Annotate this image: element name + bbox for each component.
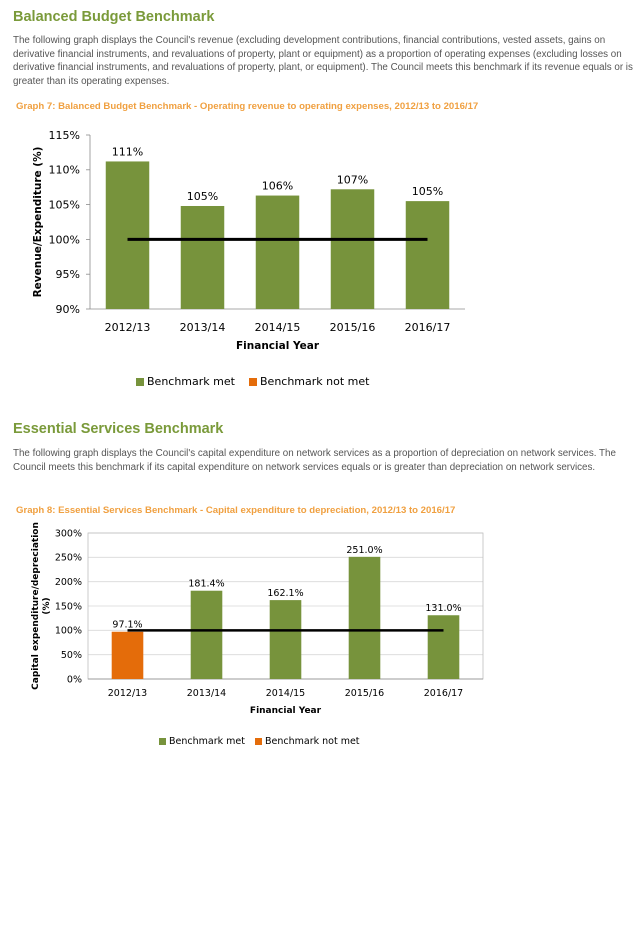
data-label: 162.1% — [267, 588, 303, 599]
bar-2012-13 — [105, 161, 150, 309]
section-title-balanced-budget: Balanced Budget Benchmark — [13, 9, 215, 25]
legend-label: Benchmark not met — [260, 375, 370, 388]
legend-swatch — [255, 738, 262, 745]
data-label: 106% — [262, 180, 293, 193]
y-tick-label: 105% — [49, 198, 80, 211]
data-label: 97.1% — [112, 620, 142, 631]
x-tick-label: 2015/16 — [345, 688, 384, 699]
graph-title-8: Graph 8: Essential Services Benchmark - … — [16, 505, 456, 516]
y-tick-label: 110% — [49, 164, 80, 177]
bar-2016-17 — [405, 201, 450, 309]
y-tick-label: 150% — [55, 601, 82, 612]
y-axis-title: Revenue/Expenditure (%) — [32, 147, 44, 298]
data-label: 111% — [112, 145, 143, 158]
y-tick-label: 100% — [49, 233, 80, 246]
graph-title-7: Graph 7: Balanced Budget Benchmark - Ope… — [16, 101, 479, 112]
x-axis-title: Financial Year — [250, 706, 322, 716]
x-tick-label: 2015/16 — [330, 321, 376, 334]
legend-label: Benchmark met — [147, 375, 236, 388]
x-tick-label: 2016/17 — [405, 321, 451, 334]
bar-2016-17 — [427, 615, 460, 679]
bar-2014-15 — [255, 195, 300, 309]
bar-2015-16 — [348, 556, 381, 679]
y-tick-label: 300% — [55, 528, 82, 539]
chart-essential-services: 0% 50% 100% 150% 200% 250% 300% 2012/13 97.1% 201… — [31, 522, 484, 747]
data-label: 105% — [187, 190, 218, 203]
legend-label: Benchmark met — [169, 736, 245, 747]
y-axis-title: Capital expenditure/depreciation — [31, 522, 41, 690]
legend-swatch — [159, 738, 166, 745]
section-description-essential-services: The following graph displays the Council… — [13, 448, 616, 473]
legend-label: Benchmark not met — [265, 736, 360, 747]
x-tick-label: 2012/13 — [105, 321, 151, 334]
legend-swatch — [249, 378, 257, 386]
y-tick-label: 0% — [67, 674, 82, 685]
section-title-essential-services: Essential Services Benchmark — [13, 421, 224, 437]
x-axis-title: Financial Year — [236, 340, 320, 352]
bar-2014-15 — [269, 600, 302, 679]
x-tick-label: 2012/13 — [108, 688, 147, 699]
y-tick-label: 115% — [49, 129, 80, 142]
data-label: 107% — [337, 173, 368, 186]
chart-balanced-budget: 90% 95% 100% 105% 110% 115% 2012/13 111% 2013/14… — [32, 129, 465, 388]
y-axis-title: (%) — [42, 597, 52, 614]
y-tick-label: 50% — [61, 650, 82, 661]
x-tick-label: 2013/14 — [187, 688, 226, 699]
data-label: 251.0% — [346, 545, 382, 556]
section-description-balanced-budget: The following graph displays the Council… — [13, 35, 633, 87]
y-tick-label: 200% — [55, 577, 82, 588]
legend-swatch — [136, 378, 144, 386]
bar-2012-13 — [111, 631, 144, 679]
bar-2013-14 — [180, 205, 225, 309]
bar-2013-14 — [190, 590, 223, 679]
y-tick-label: 250% — [55, 553, 82, 564]
x-tick-label: 2013/14 — [180, 321, 226, 334]
bar-2015-16 — [330, 189, 375, 309]
x-tick-label: 2016/17 — [424, 688, 463, 699]
y-tick-label: 100% — [55, 626, 82, 637]
x-tick-label: 2014/15 — [255, 321, 301, 334]
y-tick-label: 90% — [56, 303, 80, 316]
data-label: 105% — [412, 185, 443, 198]
data-label: 131.0% — [425, 603, 461, 614]
data-label: 181.4% — [188, 579, 224, 590]
x-tick-label: 2014/15 — [266, 688, 305, 699]
y-tick-label: 95% — [56, 268, 80, 281]
